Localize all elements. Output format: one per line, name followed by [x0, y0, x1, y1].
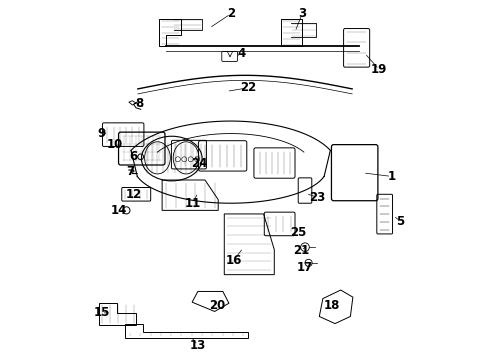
Text: 11: 11	[185, 197, 201, 210]
Text: 2: 2	[227, 8, 235, 21]
Text: 23: 23	[309, 191, 325, 204]
Text: 15: 15	[93, 306, 110, 319]
Text: 25: 25	[290, 226, 306, 239]
Text: 16: 16	[225, 254, 242, 267]
Text: 13: 13	[190, 338, 206, 351]
Text: 8: 8	[136, 97, 144, 110]
Text: 24: 24	[191, 157, 207, 170]
Text: 4: 4	[237, 47, 245, 60]
Text: 7: 7	[126, 165, 134, 177]
Text: 17: 17	[297, 261, 313, 274]
Text: 5: 5	[396, 215, 405, 228]
Text: 12: 12	[125, 188, 142, 201]
Text: 3: 3	[298, 8, 306, 21]
Text: 1: 1	[388, 170, 395, 183]
Text: 20: 20	[209, 299, 225, 312]
Text: 6: 6	[129, 150, 138, 163]
Text: 14: 14	[111, 204, 127, 217]
Text: 18: 18	[323, 298, 340, 311]
Text: 9: 9	[98, 127, 105, 140]
Text: 10: 10	[106, 139, 122, 152]
Text: 22: 22	[240, 81, 256, 94]
Text: 21: 21	[294, 244, 310, 257]
Text: 19: 19	[371, 63, 387, 76]
